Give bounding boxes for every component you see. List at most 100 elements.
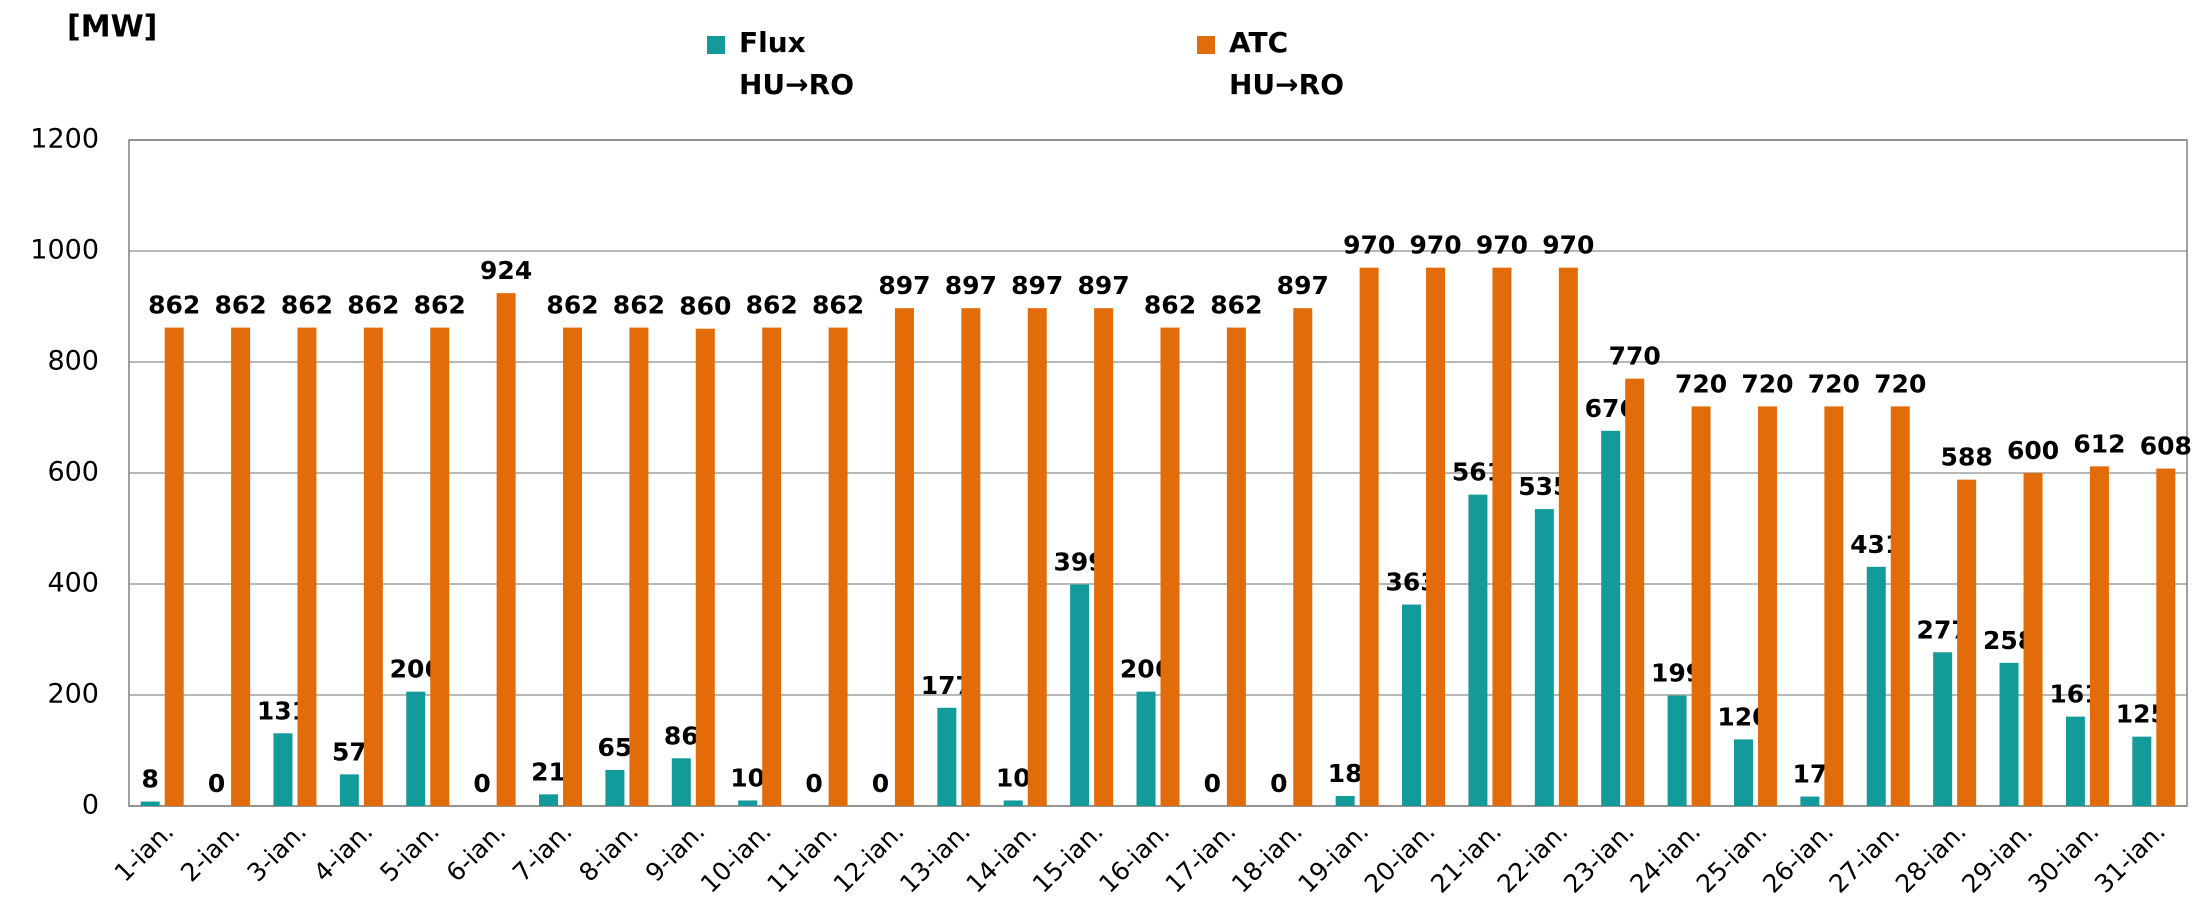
bar [1293, 308, 1313, 806]
bar [2156, 468, 2176, 806]
legend-label: ATC HU→RO [1229, 26, 1344, 101]
bar [1003, 800, 1023, 806]
x-tick-label: 6-ian. [441, 817, 512, 888]
bar [2089, 466, 2109, 806]
x-tick-label: 25-ian. [1691, 817, 1773, 899]
bar [1534, 509, 1554, 806]
data-label: 86 [664, 721, 699, 750]
bar [2132, 736, 2152, 806]
bar [1359, 267, 1379, 806]
data-label: 897 [1011, 271, 1063, 300]
x-tick-label: 1-ian. [109, 817, 180, 888]
bar [2023, 473, 2043, 806]
y-tick-label: 200 [47, 679, 99, 710]
data-label: 600 [2007, 436, 2059, 465]
x-tick-label: 12-ian. [828, 817, 910, 899]
bar [1226, 327, 1246, 806]
data-label: 970 [1343, 231, 1395, 260]
bar [1667, 695, 1687, 806]
bar [1335, 796, 1355, 806]
data-label: 897 [878, 271, 930, 300]
bar [671, 758, 691, 806]
bar [1800, 796, 1820, 806]
data-label: 862 [281, 291, 333, 320]
x-tick-label: 19-ian. [1292, 817, 1374, 899]
data-label: 65 [598, 733, 633, 762]
data-label: 770 [1609, 342, 1661, 371]
bar [695, 328, 715, 806]
data-label: 897 [1277, 271, 1329, 300]
data-label: 17 [1792, 760, 1827, 789]
bar [1402, 604, 1422, 806]
legend-label: Flux HU→RO [739, 26, 854, 101]
bar [1890, 406, 1910, 806]
data-label: 0 [1270, 769, 1287, 798]
bar [1468, 494, 1488, 806]
data-label: 21 [531, 757, 566, 786]
bar [363, 327, 383, 806]
bar [1027, 308, 1047, 806]
bar [339, 774, 359, 806]
x-tick-label: 21-ian. [1425, 817, 1507, 899]
legend-swatch [1197, 36, 1215, 54]
x-tick-label: 30-ian. [2023, 817, 2105, 899]
data-label: 10 [730, 763, 765, 792]
y-tick-label: 1200 [30, 124, 99, 155]
data-label: 862 [214, 291, 266, 320]
x-tick-label: 26-ian. [1757, 817, 1839, 899]
x-tick-label: 5-ian. [374, 817, 445, 888]
data-label: 0 [208, 769, 225, 798]
bar [1625, 378, 1645, 806]
bar [1824, 406, 1844, 806]
data-label: 608 [2140, 432, 2192, 461]
data-label: 0 [872, 769, 889, 798]
data-label: 970 [1476, 231, 1528, 260]
bar [961, 308, 981, 806]
bar [629, 327, 649, 806]
bar [1757, 406, 1777, 806]
data-label: 862 [1210, 291, 1262, 320]
bar [1070, 584, 1090, 806]
data-label: 862 [812, 291, 864, 320]
bar [297, 327, 317, 806]
bar [762, 327, 782, 806]
x-tick-label: 28-ian. [1890, 817, 1972, 899]
bar [1094, 308, 1114, 806]
bar [430, 327, 450, 806]
data-label: 862 [613, 291, 665, 320]
data-label: 970 [1409, 231, 1461, 260]
plot-border [128, 139, 2188, 807]
bar [1426, 267, 1446, 806]
y-tick-label: 0 [82, 790, 99, 821]
data-label: 862 [148, 291, 200, 320]
x-tick-label: 15-ian. [1027, 817, 1109, 899]
bar [937, 707, 957, 806]
data-label: 720 [1741, 369, 1793, 398]
bar [563, 327, 583, 806]
bar [1558, 267, 1578, 806]
data-label: 862 [1144, 291, 1196, 320]
data-label: 720 [1675, 369, 1727, 398]
bar [539, 794, 559, 806]
data-label: 0 [1204, 769, 1221, 798]
bar [2065, 716, 2085, 806]
y-tick-label: 1000 [30, 235, 99, 266]
bar [1957, 479, 1977, 806]
legend-swatch [707, 36, 725, 54]
x-tick-label: 7-ian. [507, 817, 578, 888]
bar [1999, 662, 2019, 806]
bar [1866, 566, 1886, 806]
bar [1136, 691, 1156, 806]
y-tick-label: 800 [47, 346, 99, 377]
data-label: 897 [1078, 271, 1130, 300]
bar [1601, 430, 1621, 806]
bar [231, 327, 251, 806]
data-label: 18 [1328, 759, 1363, 788]
bar [1492, 267, 1512, 806]
bar [1160, 327, 1180, 806]
data-label: 0 [805, 769, 822, 798]
x-tick-label: 10-ian. [695, 817, 777, 899]
x-tick-label: 4-ian. [308, 817, 379, 888]
bar [496, 293, 516, 806]
